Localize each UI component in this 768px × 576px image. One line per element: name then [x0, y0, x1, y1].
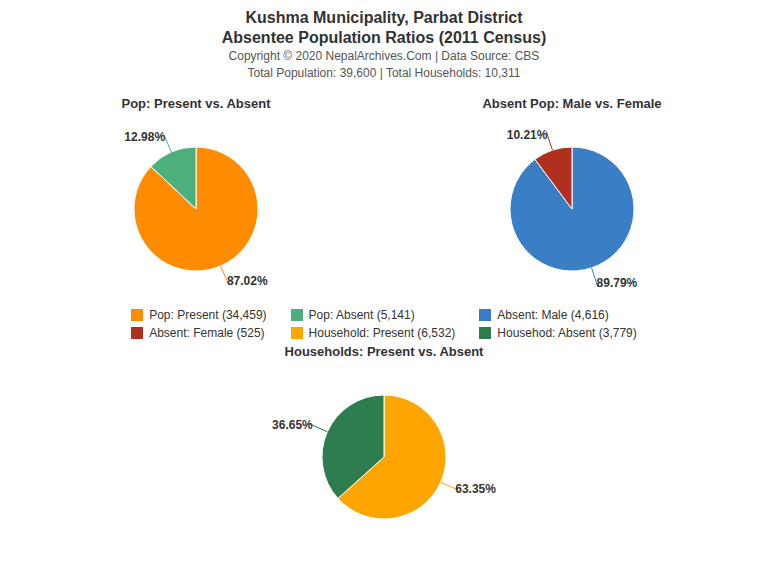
html-text:Househod: Absent (3,779): Househod: Absent (3,779)	[497, 326, 637, 340]
html-text:Households: Present vs. Absent: Households: Present vs. Absent	[284, 344, 484, 359]
svg-text:87.02%: 87.02%	[227, 274, 268, 288]
svg-text:89.79%: 89.79%	[597, 276, 638, 290]
html-text:Kushma Municipality, Parbat Di: Kushma Municipality, Parbat District	[245, 9, 523, 26]
html-text:Copyright © 2020 NepalArchives: Copyright © 2020 NepalArchives.Com | Dat…	[228, 49, 540, 63]
html-text:Absent: Female (525): Absent: Female (525)	[149, 326, 265, 340]
svg-text:10.21%: 10.21%	[507, 128, 548, 142]
html-text:Absentee Population Ratios (20: Absentee Population Ratios (2011 Census)	[221, 29, 547, 46]
html-text:Household: Present (6,532): Household: Present (6,532)	[308, 326, 456, 340]
svg-text:36.65%: 36.65%	[272, 418, 313, 432]
html-text:Total Population: 39,600 | Tot: Total Population: 39,600 | Total Househo…	[247, 66, 521, 80]
html-text:Pop: Absent (5,141): Pop: Absent (5,141)	[308, 308, 415, 322]
svg-text:63.35%: 63.35%	[455, 482, 496, 496]
html-text:Absent: Male (4,616): Absent: Male (4,616)	[497, 308, 609, 322]
html-text:Absent Pop: Male vs. Female: Absent Pop: Male vs. Female	[482, 96, 662, 111]
svg-text:12.98%: 12.98%	[124, 130, 165, 144]
html-text:Pop: Present (34,459): Pop: Present (34,459)	[149, 308, 267, 322]
html-text:Pop: Present vs. Absent: Pop: Present vs. Absent	[121, 96, 271, 111]
